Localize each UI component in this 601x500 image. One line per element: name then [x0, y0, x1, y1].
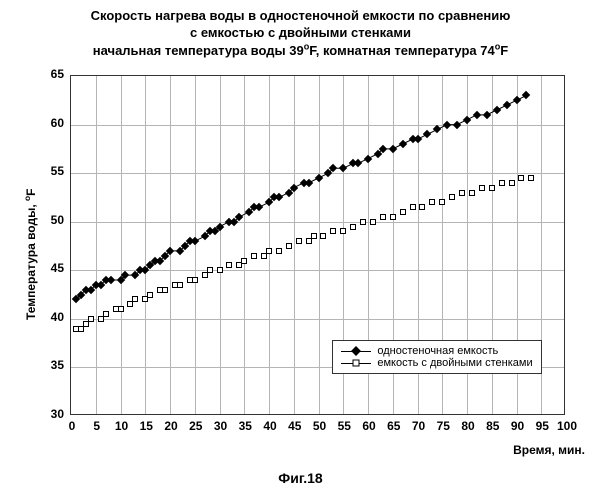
data-point	[518, 175, 524, 181]
x-axis-label: Время, мин.	[445, 443, 585, 457]
y-tick-label: 40	[51, 310, 64, 324]
legend-label: одностеночная емкость	[377, 345, 498, 357]
data-point	[469, 190, 475, 196]
data-point	[241, 258, 247, 264]
x-tick-label: 0	[60, 419, 84, 433]
data-point	[147, 292, 153, 298]
data-point	[429, 199, 435, 205]
data-point	[118, 306, 124, 312]
data-point	[380, 214, 386, 220]
y-tick-label: 50	[51, 213, 64, 227]
data-point	[266, 248, 272, 254]
x-tick-label: 100	[555, 419, 579, 433]
legend: одностеночная емкостьемкость с двойными …	[332, 340, 541, 374]
data-point	[340, 228, 346, 234]
data-point	[419, 204, 425, 210]
data-point	[276, 248, 282, 254]
x-tick-label: 40	[258, 419, 282, 433]
data-point	[207, 267, 213, 273]
figure-caption: Фиг.18	[0, 470, 601, 486]
y-axis-label: Температура воды, oF	[22, 188, 38, 319]
data-point	[177, 282, 183, 288]
y-tick-label: 45	[51, 261, 64, 275]
data-point	[296, 238, 302, 244]
y-tick-label: 55	[51, 164, 64, 178]
data-point	[390, 214, 396, 220]
data-point	[286, 243, 292, 249]
title-line1: Скорость нагрева воды в одностеночной ем…	[91, 8, 511, 23]
data-point	[509, 180, 515, 186]
x-tick-label: 35	[233, 419, 257, 433]
data-point	[217, 267, 223, 273]
legend-item: емкость с двойными стенками	[341, 357, 532, 369]
x-tick-label: 55	[332, 419, 356, 433]
x-tick-label: 95	[530, 419, 554, 433]
data-point	[192, 277, 198, 283]
x-tick-label: 70	[407, 419, 431, 433]
data-point	[330, 228, 336, 234]
legend-item: одностеночная емкость	[341, 345, 532, 357]
x-tick-label: 90	[506, 419, 530, 433]
x-tick-label: 20	[159, 419, 183, 433]
x-tick-label: 85	[481, 419, 505, 433]
legend-label: емкость с двойными стенками	[377, 357, 532, 369]
x-tick-label: 10	[110, 419, 134, 433]
data-point	[439, 199, 445, 205]
x-tick-label: 5	[85, 419, 109, 433]
data-point	[528, 175, 534, 181]
title-line2: с емкостью с двойными стенками	[190, 25, 411, 40]
x-tick-label: 65	[382, 419, 406, 433]
chart-title: Скорость нагрева воды в одностеночной ем…	[0, 8, 601, 60]
y-tick-label: 65	[51, 67, 64, 81]
data-point	[226, 262, 232, 268]
data-point	[350, 224, 356, 230]
data-point	[320, 233, 326, 239]
x-tick-label: 60	[357, 419, 381, 433]
data-point	[410, 204, 416, 210]
data-point	[360, 219, 366, 225]
data-point	[103, 311, 109, 317]
data-point	[251, 253, 257, 259]
x-tick-label: 15	[134, 419, 158, 433]
data-point	[459, 190, 465, 196]
data-point	[162, 287, 168, 293]
data-point	[489, 185, 495, 191]
y-tick-label: 60	[51, 116, 64, 130]
x-tick-label: 30	[209, 419, 233, 433]
y-tick-label: 35	[51, 358, 64, 372]
x-tick-label: 25	[184, 419, 208, 433]
data-point	[479, 185, 485, 191]
data-point	[499, 180, 505, 186]
x-tick-label: 45	[283, 419, 307, 433]
data-point	[370, 219, 376, 225]
x-tick-label: 75	[431, 419, 455, 433]
legend-swatch	[341, 345, 371, 357]
data-point	[311, 233, 317, 239]
title-line3: начальная температура воды 39oF, комнатн…	[93, 43, 508, 58]
legend-swatch	[341, 357, 371, 369]
x-tick-label: 50	[308, 419, 332, 433]
data-point	[400, 209, 406, 215]
data-point	[132, 296, 138, 302]
data-point	[88, 316, 94, 322]
data-point	[449, 194, 455, 200]
x-tick-label: 80	[456, 419, 480, 433]
